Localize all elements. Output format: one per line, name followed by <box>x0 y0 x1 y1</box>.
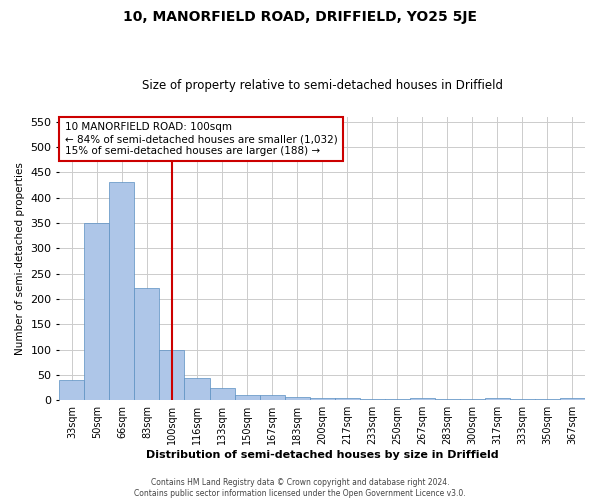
Bar <box>335 398 360 400</box>
Bar <box>209 388 235 400</box>
Title: Size of property relative to semi-detached houses in Driffield: Size of property relative to semi-detach… <box>142 79 503 92</box>
Text: 10 MANORFIELD ROAD: 100sqm
← 84% of semi-detached houses are smaller (1,032)
15%: 10 MANORFIELD ROAD: 100sqm ← 84% of semi… <box>65 122 337 156</box>
Bar <box>560 398 585 400</box>
Text: 10, MANORFIELD ROAD, DRIFFIELD, YO25 5JE: 10, MANORFIELD ROAD, DRIFFIELD, YO25 5JE <box>123 10 477 24</box>
Bar <box>109 182 134 400</box>
Bar <box>435 399 460 400</box>
Bar <box>160 350 184 400</box>
Bar <box>460 399 485 400</box>
Bar <box>260 395 284 400</box>
Bar <box>360 399 385 400</box>
Bar <box>310 398 335 400</box>
Bar <box>410 398 435 400</box>
Bar <box>535 399 560 400</box>
Bar <box>59 380 85 400</box>
Bar <box>510 399 535 400</box>
Bar <box>85 223 109 400</box>
Bar <box>235 395 260 400</box>
Bar <box>485 398 510 400</box>
X-axis label: Distribution of semi-detached houses by size in Driffield: Distribution of semi-detached houses by … <box>146 450 499 460</box>
Y-axis label: Number of semi-detached properties: Number of semi-detached properties <box>15 162 25 355</box>
Bar <box>284 397 310 400</box>
Bar <box>134 288 160 400</box>
Text: Contains HM Land Registry data © Crown copyright and database right 2024.
Contai: Contains HM Land Registry data © Crown c… <box>134 478 466 498</box>
Bar <box>385 399 410 400</box>
Bar <box>184 378 209 400</box>
